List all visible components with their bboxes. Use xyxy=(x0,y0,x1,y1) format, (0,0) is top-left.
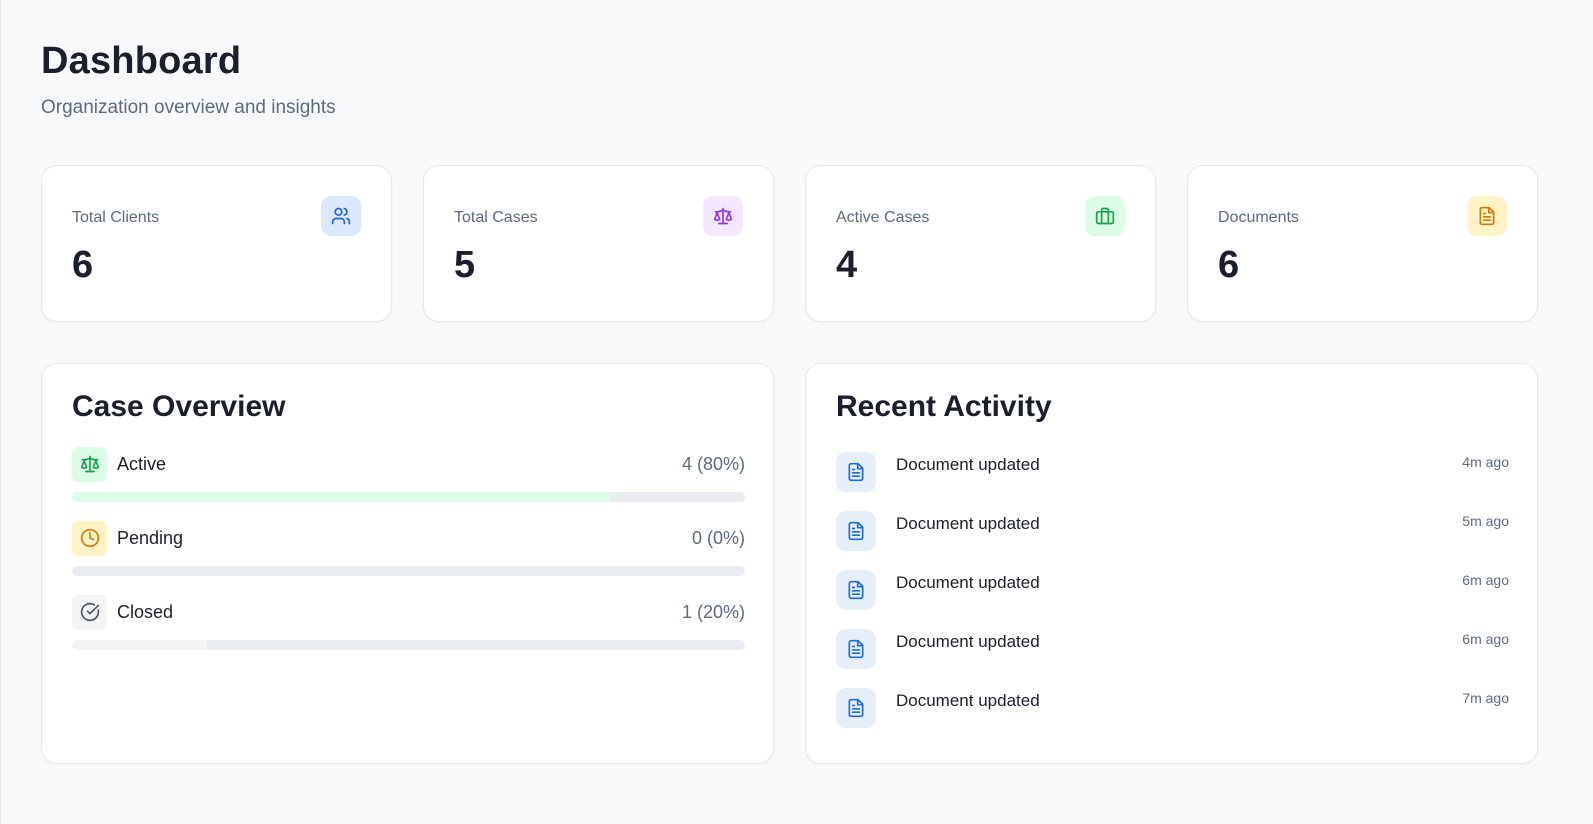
case-count: 1 (20%) xyxy=(681,601,745,622)
activity-text: Document updated xyxy=(896,632,1040,651)
stats-row: Total Clients 6 Total Cases 5 Active Cas… xyxy=(41,165,1538,322)
activity-text: Document updated xyxy=(896,691,1040,710)
stat-label: Active Cases xyxy=(836,209,930,226)
stat-value: 6 xyxy=(72,244,94,286)
stat-value: 5 xyxy=(454,244,476,286)
recent-activity-panel: Recent Activity Document updated 4m ago … xyxy=(805,363,1538,764)
case-count: 4 (80%) xyxy=(681,453,745,474)
case-label: Closed xyxy=(117,601,174,622)
case-label: Active xyxy=(117,453,167,474)
case-count: 0 (0%) xyxy=(691,527,745,548)
panel-title: Recent Activity xyxy=(836,390,1052,423)
document-icon xyxy=(836,629,876,669)
progress-bar xyxy=(72,566,745,576)
document-icon xyxy=(836,688,876,728)
stat-value: 4 xyxy=(836,244,858,286)
activity-text: Document updated xyxy=(896,573,1040,592)
progress-fill xyxy=(72,492,611,502)
activity-time: 4m ago xyxy=(1462,454,1509,470)
activity-time: 6m ago xyxy=(1462,572,1509,588)
activity-time: 6m ago xyxy=(1462,631,1509,647)
activity-time: 7m ago xyxy=(1462,690,1509,706)
case-row-active: Active 4 (80%) xyxy=(72,446,745,502)
scale-icon xyxy=(72,446,107,482)
document-icon xyxy=(836,511,876,551)
document-icon xyxy=(836,570,876,610)
case-overview-panel: Case Overview Active 4 (80%) Pending 0 (… xyxy=(41,363,774,764)
clock-icon xyxy=(72,520,107,556)
case-row-pending: Pending 0 (0%) xyxy=(72,520,745,576)
progress-bar xyxy=(72,640,745,650)
scale-icon xyxy=(703,196,743,236)
stat-value: 6 xyxy=(1218,244,1240,286)
stat-card-total-clients: Total Clients 6 xyxy=(41,165,392,322)
stat-card-active-cases: Active Cases 4 xyxy=(805,165,1156,322)
stat-card-documents: Documents 6 xyxy=(1187,165,1538,322)
stat-label: Total Cases xyxy=(454,209,538,226)
stat-label: Total Clients xyxy=(72,209,160,226)
panel-title: Case Overview xyxy=(72,390,286,423)
activity-item[interactable]: Document updated 6m ago xyxy=(836,629,1509,669)
activity-item[interactable]: Document updated 5m ago xyxy=(836,511,1509,551)
stat-label: Documents xyxy=(1218,209,1299,226)
page-subtitle: Organization overview and insights xyxy=(41,97,336,118)
case-row-closed: Closed 1 (20%) xyxy=(72,594,745,650)
activity-text: Document updated xyxy=(896,514,1040,533)
document-icon xyxy=(1467,196,1507,236)
progress-fill xyxy=(72,640,207,650)
activity-text: Document updated xyxy=(896,455,1040,474)
activity-item[interactable]: Document updated 4m ago xyxy=(836,452,1509,492)
page-title: Dashboard xyxy=(41,40,242,82)
progress-bar xyxy=(72,492,745,502)
document-icon xyxy=(836,452,876,492)
activity-time: 5m ago xyxy=(1462,513,1509,529)
briefcase-icon xyxy=(1085,196,1125,236)
activity-item[interactable]: Document updated 7m ago xyxy=(836,688,1509,728)
stat-card-total-cases: Total Cases 5 xyxy=(423,165,774,322)
activity-item[interactable]: Document updated 6m ago xyxy=(836,570,1509,610)
case-label: Pending xyxy=(117,527,184,548)
users-icon xyxy=(321,196,361,236)
check-circle-icon xyxy=(72,594,107,630)
